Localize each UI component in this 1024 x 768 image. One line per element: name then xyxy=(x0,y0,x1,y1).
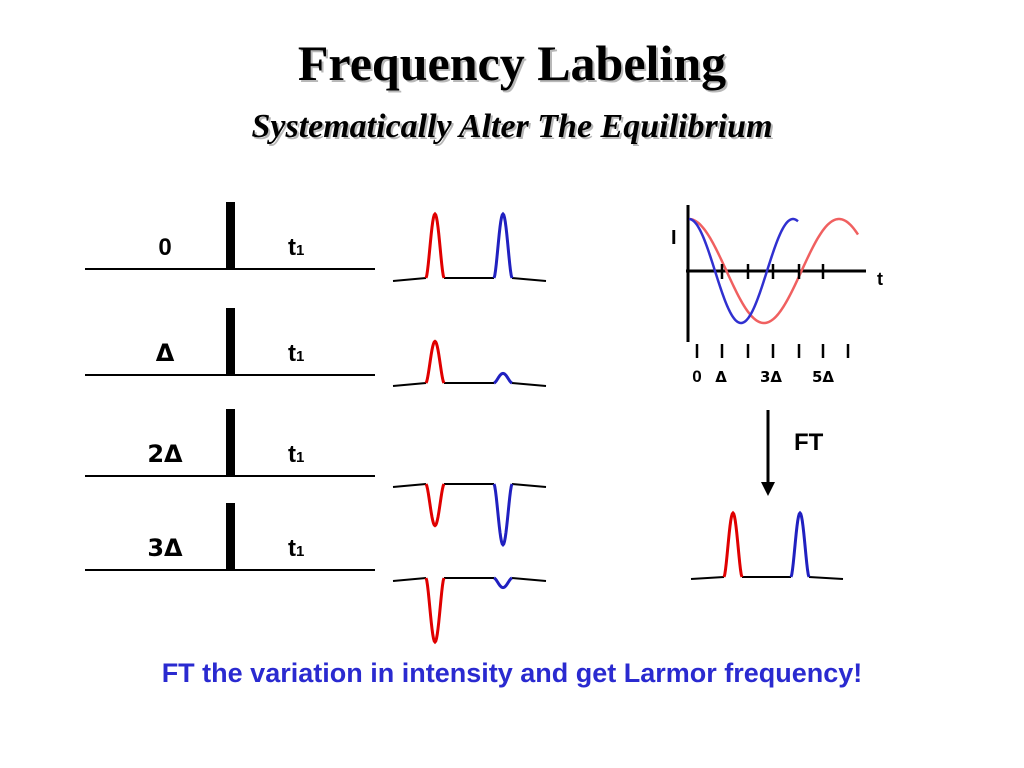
red-peak xyxy=(424,211,446,279)
spectrum-baseline xyxy=(392,382,427,387)
intensity-plot: I t 0 Δ 3Δ 5Δ xyxy=(671,205,883,386)
spectrum-baseline xyxy=(392,277,427,282)
axis-ticks xyxy=(720,264,825,279)
red-peak xyxy=(424,339,446,384)
red-peak xyxy=(424,483,446,528)
evolution-subscript: 1 xyxy=(296,348,304,365)
blue-cosine-curve xyxy=(688,217,799,325)
delay-label: 3Δ xyxy=(147,534,183,562)
blue-peak xyxy=(493,371,513,385)
red-peak xyxy=(424,577,446,645)
tick-label-delta: Δ xyxy=(715,368,727,386)
evolution-t: t xyxy=(288,234,296,261)
ft-spectrum xyxy=(690,510,844,580)
pulse-sequence-3: 3Δ t1 xyxy=(85,503,375,571)
spectrum-baseline xyxy=(511,483,547,488)
pulse-bar xyxy=(226,409,235,476)
tick-label-0: 0 xyxy=(692,367,701,386)
spectrum-baseline xyxy=(392,577,427,582)
delay-label: Δ xyxy=(156,339,175,367)
evolution-t: t xyxy=(288,441,296,468)
evolution-t: t xyxy=(288,340,296,367)
spectrum-row-3 xyxy=(392,576,547,645)
arrow-head-icon xyxy=(761,482,775,496)
ft-label: FT xyxy=(794,429,824,456)
pulse-bar xyxy=(226,503,235,570)
y-axis-label: I xyxy=(671,227,677,249)
pulse-sequence-0: 0 t1 xyxy=(85,202,375,270)
tick-label-3delta: 3Δ xyxy=(760,368,782,386)
blue-peak xyxy=(492,483,514,548)
x-axis-label: t xyxy=(877,269,883,289)
blue-peak xyxy=(493,576,513,590)
page-title: Frequency Labeling xyxy=(297,35,727,91)
bottom-ticks xyxy=(695,344,850,358)
evolution-label: t1 xyxy=(288,535,304,562)
spectrum-baseline xyxy=(808,576,844,580)
pulse-sequence-1: Δ t1 xyxy=(85,308,375,376)
delay-label: 0 xyxy=(158,234,171,261)
spectrum-baseline xyxy=(511,577,547,582)
pulse-sequence-2: 2Δ t1 xyxy=(85,409,375,477)
pulse-bar xyxy=(226,308,235,375)
tick-label-5delta: 5Δ xyxy=(812,368,834,386)
delay-label: 2Δ xyxy=(147,440,183,468)
blue-peak xyxy=(789,510,811,578)
evolution-subscript: 1 xyxy=(296,449,304,466)
evolution-label: t1 xyxy=(288,234,304,261)
red-cosine-curve xyxy=(688,217,860,325)
footer-caption: FT the variation in intensity and get La… xyxy=(161,658,863,688)
evolution-subscript: 1 xyxy=(296,242,304,259)
page-subtitle: Systematically Alter The Equilibrium xyxy=(251,108,773,145)
blue-peak xyxy=(492,211,514,279)
red-peak xyxy=(722,510,744,578)
ft-arrow: FT xyxy=(761,410,824,496)
spectrum-baseline xyxy=(511,382,547,387)
spectra xyxy=(392,211,547,645)
spectrum-row-1 xyxy=(392,339,547,387)
spectrum-row-2 xyxy=(392,483,547,548)
evolution-subscript: 1 xyxy=(296,543,304,560)
pulse-bar xyxy=(226,202,235,269)
evolution-label: t1 xyxy=(288,340,304,367)
evolution-t: t xyxy=(288,535,296,562)
spectrum-baseline xyxy=(392,483,427,488)
spectrum-row-0 xyxy=(392,211,547,282)
evolution-label: t1 xyxy=(288,441,304,468)
spectrum-baseline xyxy=(690,576,725,580)
spectrum-baseline xyxy=(511,277,547,282)
